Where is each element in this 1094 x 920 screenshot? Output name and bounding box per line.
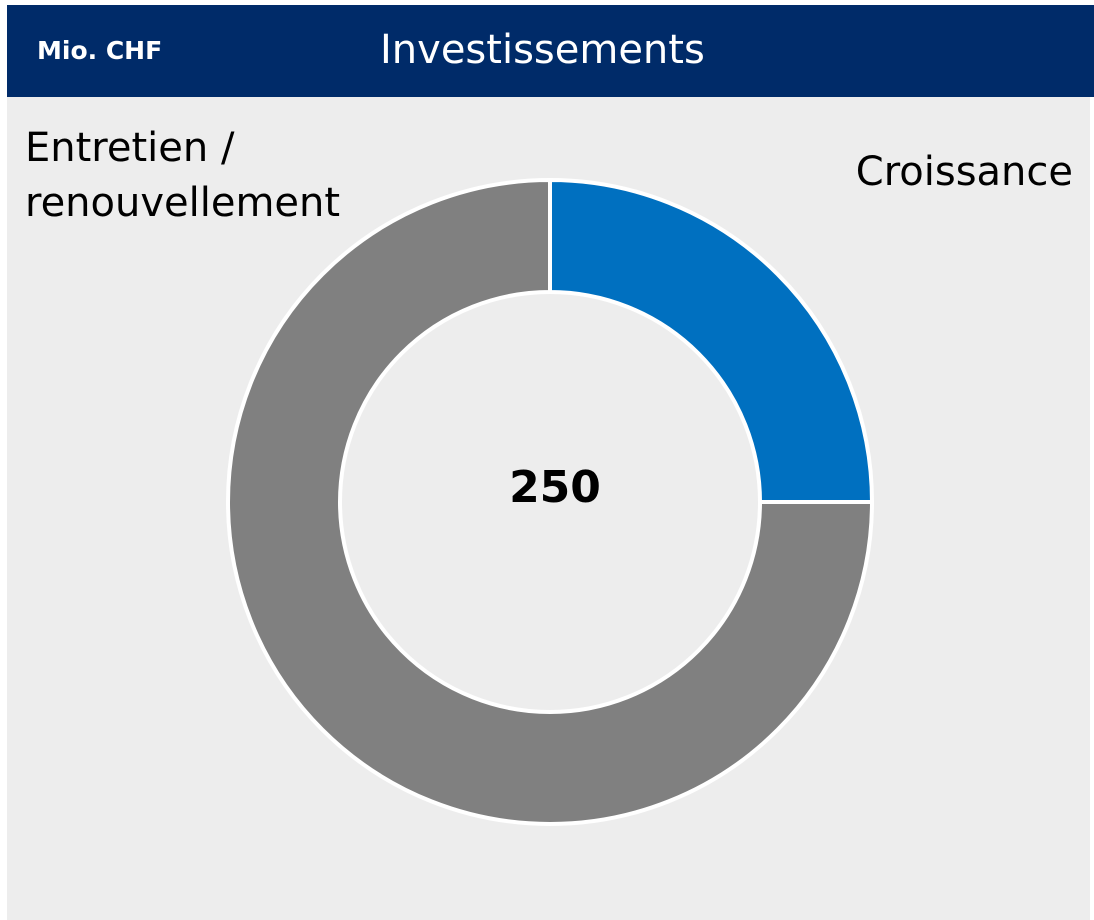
donut-slice xyxy=(226,177,875,826)
center-label: 250 xyxy=(509,462,601,513)
slice-label: Croissance xyxy=(856,149,1073,195)
donut xyxy=(226,177,875,826)
slice-label: Entretien / renouvellement xyxy=(25,125,340,226)
unit-label: Mio. CHF xyxy=(37,36,162,65)
header-bar xyxy=(7,5,1094,97)
donut-slice xyxy=(548,177,875,504)
chart-title: Investissements xyxy=(380,27,705,73)
